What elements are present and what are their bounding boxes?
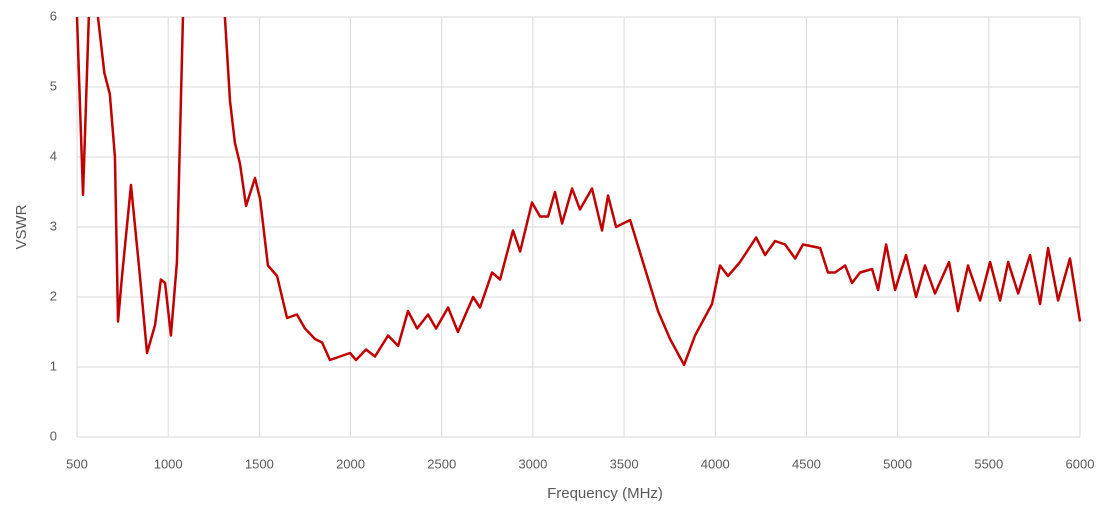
x-tick-label: 2000 bbox=[336, 456, 365, 471]
y-tick-label: 3 bbox=[50, 218, 57, 233]
x-tick-label: 4000 bbox=[701, 456, 730, 471]
y-tick-label: 2 bbox=[50, 288, 57, 303]
y-tick-label: 1 bbox=[50, 358, 57, 373]
x-tick-label: 1000 bbox=[154, 456, 183, 471]
x-axis-title: Frequency (MHz) bbox=[547, 485, 663, 502]
y-tick-label: 6 bbox=[50, 8, 57, 23]
y-tick-label: 4 bbox=[50, 148, 57, 163]
x-tick-label: 2500 bbox=[427, 456, 456, 471]
y-tick-label: 5 bbox=[50, 78, 57, 93]
x-tick-label: 1500 bbox=[245, 456, 274, 471]
data-line bbox=[75, 17, 1082, 367]
x-tick-label: 3000 bbox=[518, 456, 547, 471]
x-tick-label: 3500 bbox=[610, 456, 639, 471]
x-tick-label: 500 bbox=[66, 456, 88, 471]
x-tick-label: 5000 bbox=[883, 456, 912, 471]
y-tick-label: 0 bbox=[50, 428, 57, 443]
x-tick-label: 5500 bbox=[974, 456, 1003, 471]
x-tick-label: 4500 bbox=[792, 456, 821, 471]
y-axis-title: VSWR bbox=[13, 204, 30, 249]
x-tick-label: 6000 bbox=[1066, 456, 1095, 471]
